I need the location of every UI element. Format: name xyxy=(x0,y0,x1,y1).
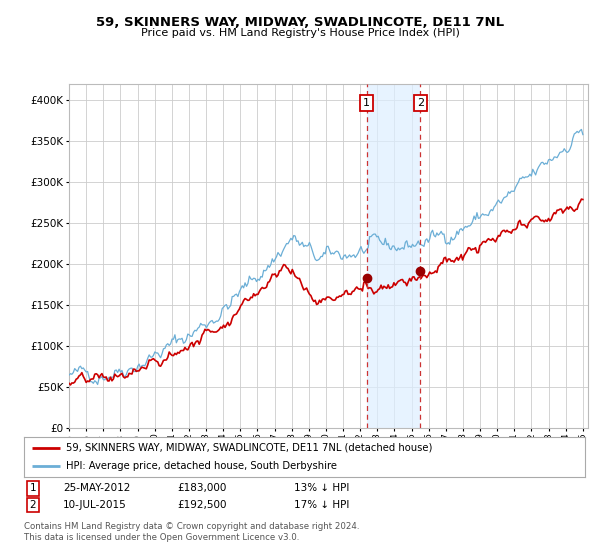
Text: 17% ↓ HPI: 17% ↓ HPI xyxy=(294,500,349,510)
Text: 59, SKINNERS WAY, MIDWAY, SWADLINCOTE, DE11 7NL: 59, SKINNERS WAY, MIDWAY, SWADLINCOTE, D… xyxy=(96,16,504,29)
Text: Price paid vs. HM Land Registry's House Price Index (HPI): Price paid vs. HM Land Registry's House … xyxy=(140,28,460,38)
Text: 1: 1 xyxy=(29,483,37,493)
Bar xyxy=(367,84,421,428)
Text: 2: 2 xyxy=(29,500,37,510)
Text: 13% ↓ HPI: 13% ↓ HPI xyxy=(294,483,349,493)
Text: 25-MAY-2012: 25-MAY-2012 xyxy=(63,483,130,493)
Text: £183,000: £183,000 xyxy=(177,483,226,493)
Text: 2: 2 xyxy=(417,98,424,108)
Text: Contains HM Land Registry data © Crown copyright and database right 2024.: Contains HM Land Registry data © Crown c… xyxy=(24,522,359,531)
Text: 10-JUL-2015: 10-JUL-2015 xyxy=(63,500,127,510)
Text: This data is licensed under the Open Government Licence v3.0.: This data is licensed under the Open Gov… xyxy=(24,533,299,542)
Text: 1: 1 xyxy=(363,98,370,108)
Text: 59, SKINNERS WAY, MIDWAY, SWADLINCOTE, DE11 7NL (detached house): 59, SKINNERS WAY, MIDWAY, SWADLINCOTE, D… xyxy=(66,443,433,452)
Text: £192,500: £192,500 xyxy=(177,500,227,510)
Text: HPI: Average price, detached house, South Derbyshire: HPI: Average price, detached house, Sout… xyxy=(66,461,337,471)
